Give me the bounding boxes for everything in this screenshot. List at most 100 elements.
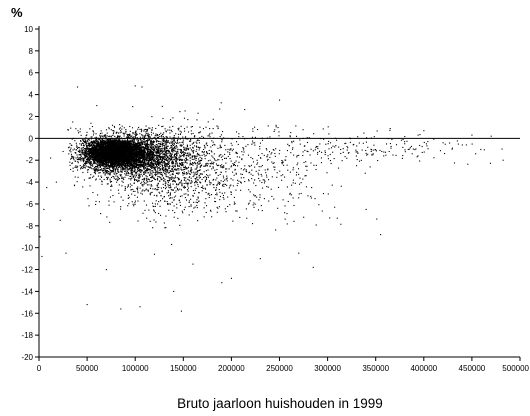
data-point bbox=[90, 164, 92, 166]
data-point bbox=[129, 160, 132, 162]
data-point bbox=[112, 140, 115, 142]
data-point bbox=[161, 165, 163, 167]
data-point bbox=[119, 145, 121, 147]
data-point bbox=[116, 138, 118, 140]
data-point bbox=[123, 133, 125, 135]
data-point bbox=[104, 143, 106, 145]
data-point bbox=[84, 140, 86, 142]
data-point bbox=[114, 163, 117, 165]
data-point bbox=[106, 171, 109, 173]
data-point bbox=[154, 147, 156, 150]
data-point bbox=[143, 137, 146, 139]
x-tick-label: 100000 bbox=[122, 364, 149, 373]
data-point bbox=[108, 161, 110, 163]
data-point bbox=[74, 152, 76, 154]
data-point bbox=[126, 155, 128, 157]
data-point bbox=[167, 155, 169, 157]
data-point bbox=[88, 147, 90, 149]
data-point bbox=[173, 139, 175, 141]
data-point bbox=[87, 142, 90, 144]
data-point bbox=[140, 171, 142, 174]
data-point bbox=[99, 132, 101, 135]
data-point bbox=[106, 161, 109, 163]
data-point bbox=[130, 154, 132, 156]
data-point bbox=[120, 174, 122, 176]
data-point bbox=[111, 143, 113, 145]
data-point bbox=[122, 162, 124, 164]
data-point bbox=[169, 132, 171, 134]
data-point bbox=[85, 139, 87, 141]
data-point bbox=[97, 141, 99, 143]
data-point bbox=[93, 152, 95, 154]
data-point bbox=[85, 151, 87, 153]
data-point bbox=[124, 144, 126, 146]
data-point bbox=[94, 148, 96, 150]
data-point bbox=[83, 160, 85, 162]
data-point bbox=[92, 152, 94, 154]
data-point bbox=[163, 154, 165, 156]
data-point bbox=[83, 143, 85, 145]
data-point bbox=[165, 170, 167, 172]
data-point bbox=[104, 144, 107, 146]
data-point bbox=[129, 154, 131, 157]
data-point bbox=[82, 151, 84, 153]
data-point bbox=[90, 142, 92, 144]
data-point bbox=[103, 141, 106, 144]
data-point bbox=[138, 148, 140, 150]
data-point bbox=[103, 143, 105, 145]
data-point bbox=[141, 154, 143, 156]
data-point bbox=[201, 158, 203, 160]
data-point bbox=[131, 151, 133, 153]
data-point bbox=[120, 143, 122, 145]
data-point bbox=[133, 143, 135, 145]
data-point bbox=[113, 144, 115, 146]
data-point bbox=[144, 158, 146, 160]
data-point bbox=[101, 152, 104, 154]
data-point bbox=[108, 143, 110, 145]
data-point bbox=[117, 153, 119, 155]
data-point bbox=[102, 151, 104, 153]
data-point bbox=[87, 152, 89, 154]
data-point bbox=[110, 143, 113, 145]
data-point bbox=[86, 153, 88, 155]
data-point bbox=[112, 142, 114, 144]
data-point bbox=[101, 157, 104, 160]
data-point bbox=[106, 135, 108, 137]
data-point bbox=[135, 175, 138, 177]
data-point bbox=[143, 172, 145, 174]
data-point bbox=[95, 163, 97, 165]
data-point bbox=[108, 164, 110, 166]
data-point bbox=[109, 145, 111, 147]
data-point bbox=[82, 171, 84, 174]
data-point bbox=[95, 149, 97, 151]
x-tick-label: 50000 bbox=[76, 364, 99, 373]
data-point bbox=[101, 164, 103, 166]
data-point bbox=[110, 141, 112, 143]
data-point bbox=[152, 144, 154, 146]
data-point bbox=[133, 145, 135, 148]
data-point bbox=[89, 145, 91, 147]
data-point bbox=[122, 142, 124, 144]
data-point bbox=[130, 144, 132, 146]
data-point bbox=[133, 171, 135, 173]
data-point bbox=[107, 142, 109, 144]
data-point bbox=[76, 144, 78, 146]
data-point bbox=[144, 145, 147, 147]
data-point bbox=[122, 140, 124, 142]
data-point bbox=[91, 142, 93, 144]
data-point bbox=[111, 167, 114, 169]
data-point bbox=[103, 155, 105, 157]
data-point bbox=[84, 152, 86, 154]
data-point bbox=[99, 144, 101, 146]
data-point bbox=[92, 145, 94, 147]
data-point bbox=[101, 135, 103, 137]
data-point bbox=[112, 147, 115, 149]
data-point bbox=[82, 139, 84, 141]
data-point bbox=[96, 158, 99, 161]
data-point bbox=[123, 168, 125, 170]
data-point bbox=[132, 168, 134, 170]
data-point bbox=[205, 170, 207, 172]
data-point bbox=[136, 146, 139, 148]
data-point bbox=[92, 148, 94, 150]
